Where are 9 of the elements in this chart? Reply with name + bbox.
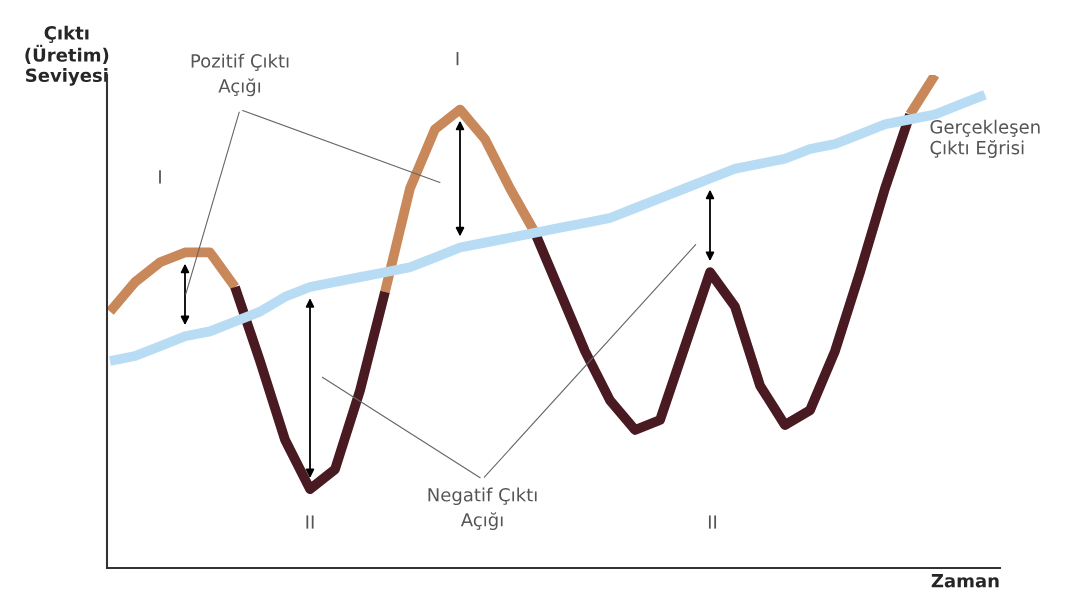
annotation: Negatif Çıktı Açığı [428,487,537,531]
text: I [456,52,459,66]
annotation: I [159,170,161,184]
annotation: II [306,515,314,529]
series-label: Gerçekleşen Çıktı Eğrisi [930,119,1040,158]
x-axis-title: Zaman [931,574,999,588]
annotation: Pozitif Çıktı Açığı [191,53,289,97]
y-axis-title: Çıktı (Üretim) Seviyesi [25,25,109,86]
annotation: II [708,515,717,529]
